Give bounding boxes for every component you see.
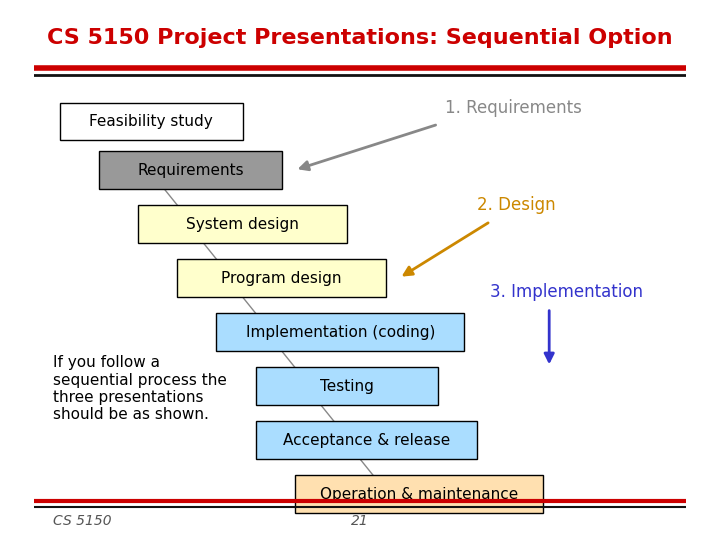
FancyBboxPatch shape	[60, 103, 243, 140]
FancyBboxPatch shape	[256, 421, 477, 459]
Text: Testing: Testing	[320, 379, 374, 394]
Text: Program design: Program design	[222, 271, 342, 286]
Text: CS 5150: CS 5150	[53, 514, 112, 528]
Text: If you follow a
sequential process the
three presentations
should be as shown.: If you follow a sequential process the t…	[53, 355, 228, 422]
Text: CS 5150 Project Presentations: Sequential Option: CS 5150 Project Presentations: Sequentia…	[48, 28, 672, 48]
Text: 2. Design: 2. Design	[477, 196, 556, 214]
FancyBboxPatch shape	[99, 151, 282, 189]
FancyBboxPatch shape	[217, 313, 464, 351]
FancyBboxPatch shape	[177, 259, 386, 297]
Text: Acceptance & release: Acceptance & release	[283, 433, 450, 448]
FancyBboxPatch shape	[294, 475, 543, 513]
Text: Operation & maintenance: Operation & maintenance	[320, 487, 518, 502]
Text: Feasibility study: Feasibility study	[89, 114, 213, 129]
Text: 1. Requirements: 1. Requirements	[445, 99, 582, 117]
Text: System design: System design	[186, 217, 299, 232]
Text: 21: 21	[351, 514, 369, 528]
FancyBboxPatch shape	[256, 367, 438, 405]
Text: Requirements: Requirements	[137, 163, 243, 178]
Text: 3. Implementation: 3. Implementation	[490, 282, 644, 301]
FancyBboxPatch shape	[138, 205, 347, 243]
Text: Implementation (coding): Implementation (coding)	[246, 325, 435, 340]
